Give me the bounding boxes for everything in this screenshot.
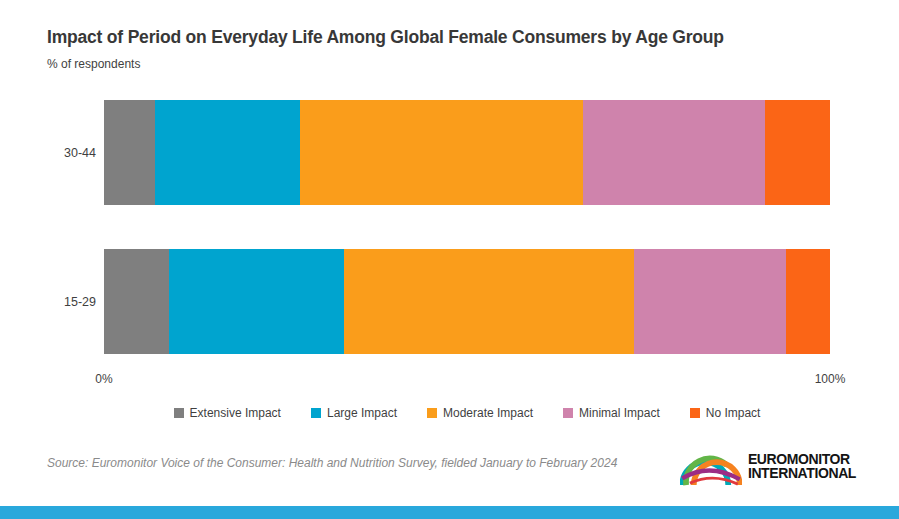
bar-segment-minimal-impact [583,100,765,205]
legend-label: Extensive Impact [190,406,281,420]
source-note: Source: Euromonitor Voice of the Consume… [47,456,617,470]
chart-title: Impact of Period on Everyday Life Among … [47,27,724,48]
bar-segment-moderate-impact [344,249,634,354]
legend-item: Extensive Impact [174,406,281,420]
bar-segment-moderate-impact [300,100,583,205]
legend-swatch-icon [427,408,437,418]
legend-item: Large Impact [311,406,397,420]
logo-line1: EUROMONITOR [748,452,856,466]
logo-text: EUROMONITOR INTERNATIONAL [748,452,856,481]
legend-swatch-icon [563,408,573,418]
chart-row: 30-44 [0,100,899,205]
bar-segment-extensive-impact [104,100,155,205]
bar-segment-extensive-impact [104,249,169,354]
euromonitor-logo: EUROMONITOR INTERNATIONAL [680,441,856,491]
stacked-bar [104,100,830,205]
bar-segment-no-impact [786,249,830,354]
legend-item: No Impact [690,406,761,420]
euromonitor-logo-arcs-icon [680,441,742,491]
chart-row: 15-29 [0,249,899,354]
x-tick-0: 0% [95,372,112,386]
legend-swatch-icon [690,408,700,418]
legend-swatch-icon [174,408,184,418]
legend-label: No Impact [706,406,761,420]
stacked-bar [104,249,830,354]
bar-segment-large-impact [155,100,300,205]
chart-page: Impact of Period on Everyday Life Among … [0,0,899,519]
logo-line2: INTERNATIONAL [748,466,856,480]
legend-swatch-icon [311,408,321,418]
legend: Extensive Impact Large Impact Moderate Imp… [104,406,830,420]
stacked-bar-chart: 30-44 15-29 [0,100,899,398]
legend-label: Large Impact [327,406,397,420]
bar-segment-large-impact [169,249,343,354]
category-label: 30-44 [0,100,104,205]
category-label: 15-29 [0,249,104,354]
legend-label: Moderate Impact [443,406,533,420]
legend-label: Minimal Impact [579,406,660,420]
brand-bottom-strip [0,506,899,519]
x-axis: 0% 100% [104,372,830,388]
legend-item: Minimal Impact [563,406,660,420]
legend-item: Moderate Impact [427,406,533,420]
bar-segment-no-impact [765,100,830,205]
bar-segment-minimal-impact [634,249,786,354]
x-tick-100: 100% [815,372,846,386]
chart-subtitle: % of respondents [47,57,140,71]
bar-rows: 30-44 15-29 [0,100,899,354]
